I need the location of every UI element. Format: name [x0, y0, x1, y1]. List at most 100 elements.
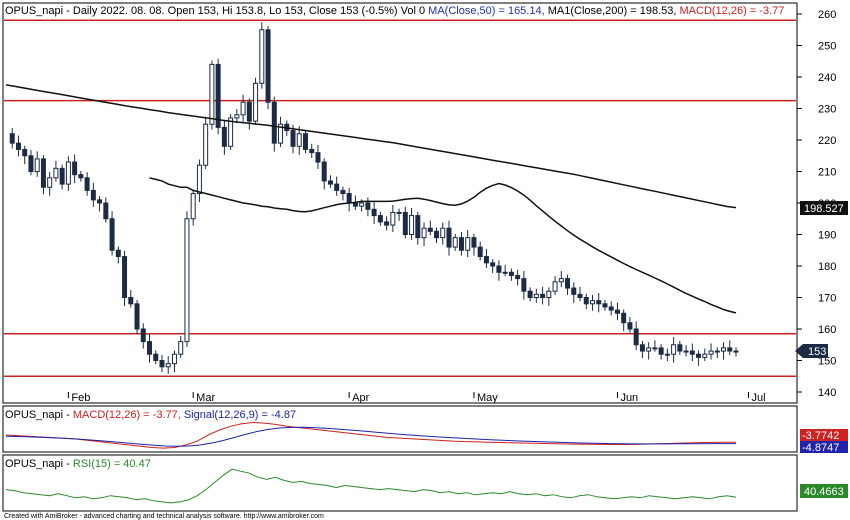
- candle-body: [490, 262, 496, 267]
- candle-body: [702, 353, 708, 358]
- candle-body: [508, 271, 514, 276]
- candle-body: [234, 114, 240, 119]
- candle-body: [153, 353, 159, 362]
- candle-body: [140, 328, 146, 343]
- price-tick-label: 240: [818, 72, 836, 84]
- candle-body: [346, 193, 352, 204]
- candle-body: [521, 278, 527, 292]
- candle-body: [633, 328, 639, 346]
- candle-body: [602, 303, 608, 308]
- candle-body: [671, 344, 677, 355]
- month-label: Mar: [196, 392, 215, 404]
- candle-body: [696, 353, 702, 358]
- candle-body: [589, 300, 595, 305]
- candle-body: [315, 152, 321, 163]
- candle-body: [134, 303, 140, 330]
- candle-body: [259, 29, 265, 84]
- candle-body: [128, 297, 134, 305]
- candle-body: [714, 350, 720, 353]
- candle-body: [196, 164, 202, 195]
- candle-body: [434, 230, 440, 239]
- price-tick-label: 190: [818, 230, 836, 242]
- price-tick-label: 220: [818, 135, 836, 147]
- rsi-panel: [2, 454, 798, 512]
- candle-body: [184, 218, 190, 343]
- candle-body: [608, 306, 614, 311]
- candle-body: [396, 211, 402, 214]
- candle-body: [340, 189, 346, 195]
- candle-body: [178, 341, 184, 355]
- candle-body: [246, 101, 252, 122]
- candle-body: [59, 167, 65, 185]
- candle-body: [53, 167, 59, 179]
- candle-body: [552, 281, 558, 292]
- candle-body: [571, 287, 577, 295]
- candle-body: [334, 183, 340, 191]
- candle-body: [596, 300, 602, 305]
- candle-body: [708, 350, 714, 355]
- month-label: Feb: [71, 392, 90, 404]
- candle-body: [28, 155, 34, 172]
- candle-body: [533, 293, 539, 299]
- candle-body: [546, 290, 552, 299]
- macd-lines: [5, 421, 737, 449]
- candle-body: [483, 256, 489, 264]
- candle-body: [309, 148, 315, 154]
- candle-body: [677, 344, 683, 352]
- candle-body: [502, 271, 508, 274]
- macd-line: [5, 421, 737, 449]
- footer-credit: Created with AmiBroker - advanced charti…: [4, 513, 324, 520]
- candle-body: [427, 227, 433, 232]
- candle-body: [558, 278, 564, 283]
- candle-body: [477, 246, 483, 258]
- candle-body: [458, 237, 464, 251]
- rsi-line: [5, 468, 737, 504]
- month-label: Jul: [751, 392, 765, 404]
- rsi-line: [5, 468, 737, 504]
- candle-body: [115, 249, 121, 258]
- candle-body: [215, 63, 221, 128]
- candle-body: [621, 312, 627, 324]
- signal-tag: -4.8747: [800, 441, 848, 454]
- candle-body: [465, 237, 471, 251]
- svg-text:153: 153: [808, 346, 826, 358]
- price-tick-label: 150: [818, 356, 836, 368]
- candle-body: [65, 161, 71, 185]
- candle-body: [639, 344, 645, 352]
- candle-body: [409, 215, 415, 236]
- candle-body: [565, 278, 571, 289]
- price-tick-label: 160: [818, 324, 836, 336]
- horizontal-levels: [4, 19, 796, 377]
- macd-header: OPUS_napi - MACD(12,26) = -3.77, Signal(…: [5, 409, 296, 421]
- candle-body: [228, 117, 234, 147]
- candle-body: [652, 347, 658, 350]
- candle-body: [22, 148, 28, 157]
- candle-body: [721, 347, 727, 352]
- candle-body: [203, 123, 209, 166]
- candle-body: [577, 293, 583, 299]
- candle-body: [165, 363, 171, 368]
- candle-body: [384, 221, 390, 226]
- candle-body: [327, 180, 333, 185]
- price-tag: 153: [795, 344, 828, 358]
- price-panel: [2, 2, 798, 404]
- candle-body: [34, 158, 40, 172]
- candle-body: [47, 177, 53, 188]
- price-header: OPUS_napi - Daily 2022. 08. 08. Open 153…: [5, 5, 784, 17]
- svg-text:198.527: 198.527: [804, 203, 844, 215]
- candle-body: [515, 274, 521, 280]
- candle-body: [109, 218, 115, 251]
- ma50-line: [149, 177, 737, 314]
- candle-body: [683, 350, 689, 353]
- moving-averages: [5, 84, 737, 314]
- candle-body: [278, 123, 284, 144]
- svg-text:-3.7742: -3.7742: [802, 430, 839, 442]
- candle-body: [240, 101, 246, 116]
- candle-body: [402, 211, 408, 235]
- month-labels: FebMarAprMayJunJulAug: [67, 392, 766, 404]
- candle-body: [97, 199, 103, 204]
- rsi-tag: 40.4663: [800, 484, 848, 498]
- candle-body: [271, 101, 277, 144]
- ma200-tag: 198.527: [800, 201, 848, 215]
